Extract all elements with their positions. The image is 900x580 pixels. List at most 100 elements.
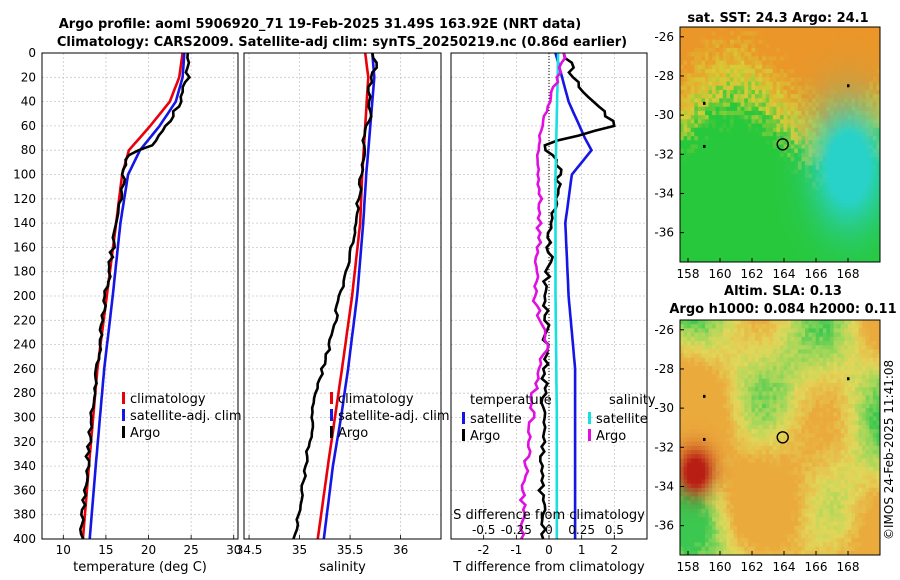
- map-cell: [797, 370, 802, 375]
- map-cell: [740, 43, 745, 49]
- map-cell: [705, 144, 709, 150]
- map-cell: [808, 27, 813, 32]
- map-cell: [744, 220, 749, 225]
- map-cell: [858, 203, 863, 208]
- map-cell: [797, 140, 802, 145]
- map-cell: [844, 378, 849, 384]
- map-cell: [862, 131, 867, 137]
- map-cell: [851, 136, 856, 141]
- map-cell: [851, 366, 856, 371]
- map-cell: [758, 241, 763, 246]
- map-cell: [744, 173, 749, 179]
- map-cell: [801, 203, 806, 208]
- map-cell: [872, 60, 877, 66]
- map-cell: [833, 173, 838, 179]
- map-cell: [869, 253, 874, 259]
- map-cell: [815, 178, 820, 183]
- map-cell: [683, 199, 688, 204]
- map-cell: [780, 211, 784, 217]
- map-cell: [733, 47, 738, 53]
- map-cell: [701, 119, 706, 124]
- map-cell: [694, 110, 699, 116]
- map-cell: [683, 39, 688, 45]
- map-cell: [830, 340, 834, 346]
- map-cell: [855, 77, 859, 82]
- map-cell: [840, 165, 845, 171]
- map-cell: [683, 366, 688, 371]
- map-cell: [733, 420, 738, 426]
- map-cell: [858, 106, 863, 112]
- map-cell: [790, 203, 795, 208]
- map-cell: [744, 119, 749, 124]
- map-cell: [701, 39, 706, 45]
- map-cell: [865, 165, 870, 171]
- map-cell: [715, 207, 720, 213]
- map-cell: [772, 220, 777, 225]
- map-cell: [783, 85, 788, 91]
- map-cell: [697, 374, 702, 380]
- map-cell: [847, 56, 852, 61]
- x-axis-label: T difference from climatology: [452, 560, 645, 575]
- map-cell: [776, 148, 781, 154]
- map-cell: [687, 366, 692, 371]
- map-cell: [737, 211, 742, 217]
- map-cell: [801, 236, 806, 242]
- map-cell: [751, 378, 756, 384]
- map-cell: [690, 408, 695, 413]
- map-cell: [733, 102, 738, 108]
- map-cell: [869, 68, 874, 74]
- map-cell: [708, 361, 713, 367]
- map-cell: [844, 241, 849, 246]
- map-cell: [680, 224, 684, 229]
- map-cell: [705, 64, 709, 70]
- map-cell: [780, 433, 784, 438]
- map-cell: [790, 136, 795, 141]
- map-cell: [680, 60, 684, 66]
- map-cell: [790, 178, 795, 183]
- map-cell: [844, 236, 849, 242]
- map-cell: [701, 249, 706, 255]
- map-cell: [772, 391, 777, 396]
- map-cell: [726, 152, 731, 158]
- map-cell: [755, 119, 759, 124]
- map-cell: [737, 102, 742, 108]
- map-cell: [755, 412, 759, 417]
- map-cell: [705, 106, 709, 112]
- map-cell: [826, 110, 831, 116]
- map-cell: [822, 68, 827, 74]
- map-cell: [805, 429, 809, 434]
- map-cell: [812, 140, 817, 145]
- map-cell: [872, 429, 877, 434]
- map-cell: [869, 52, 874, 57]
- map-cell: [851, 232, 856, 238]
- map-cell: [790, 328, 795, 333]
- map-cell: [787, 433, 792, 438]
- map-cell: [712, 241, 717, 246]
- map-cell: [726, 320, 731, 325]
- map-cell: [772, 241, 777, 246]
- map-cell: [865, 403, 870, 409]
- map-cell: [869, 395, 874, 401]
- map-cell: [862, 228, 867, 234]
- map-cell: [855, 399, 859, 405]
- map-cell: [744, 232, 749, 238]
- map-cell: [855, 320, 859, 325]
- map-cell: [862, 136, 867, 141]
- map-cell: [712, 148, 717, 154]
- map-cell: [869, 119, 874, 124]
- map-cell: [787, 429, 792, 434]
- map-cell: [687, 241, 692, 246]
- map-cell: [765, 215, 770, 221]
- map-cell: [812, 98, 817, 103]
- map-cell: [869, 106, 874, 112]
- map-cell: [737, 332, 742, 338]
- map-cell: [747, 127, 752, 133]
- map-cell: [812, 433, 817, 438]
- map-cell: [833, 336, 838, 342]
- map-cell: [747, 441, 752, 447]
- map-cell: [790, 199, 795, 204]
- map-cell: [808, 39, 813, 45]
- map-cell: [869, 43, 874, 49]
- map-cell: [726, 349, 731, 354]
- map-cell: [830, 408, 834, 413]
